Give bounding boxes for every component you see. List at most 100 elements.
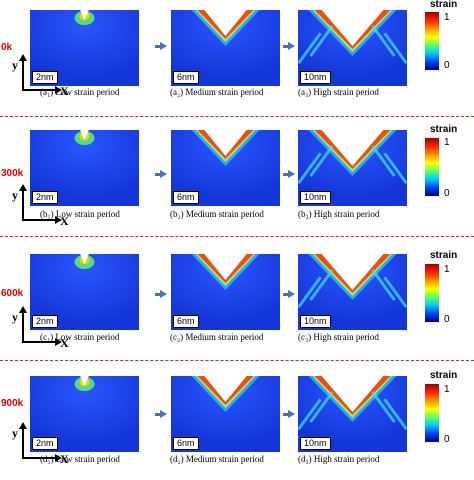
colorbar bbox=[425, 12, 439, 70]
row-separator bbox=[0, 236, 474, 237]
colorbar-min: 0 bbox=[444, 60, 450, 71]
x-axis-line bbox=[22, 341, 56, 343]
x-axis-label: X bbox=[60, 452, 69, 466]
row-separator bbox=[0, 116, 474, 117]
strain-field-image bbox=[30, 370, 139, 452]
panel-low-strain: 2nm bbox=[30, 4, 139, 86]
progression-arrow-icon bbox=[283, 410, 295, 418]
panel-medium-strain: 6nm bbox=[171, 370, 280, 452]
row-separator bbox=[0, 360, 474, 361]
y-axis-label: y bbox=[12, 310, 18, 324]
panel-high-strain: 10nm bbox=[298, 4, 407, 86]
strain-field-image bbox=[30, 124, 139, 206]
panel-caption: (b₁) Low strain period bbox=[40, 209, 120, 219]
temperature-label: 900k bbox=[1, 398, 24, 409]
colorbar-max: 1 bbox=[444, 264, 450, 275]
colorbar-title: strain bbox=[430, 0, 458, 10]
progression-arrow-icon bbox=[283, 290, 295, 298]
strain-field-image bbox=[298, 248, 407, 330]
strain-field-image bbox=[298, 370, 407, 452]
progression-arrow-icon bbox=[155, 290, 167, 298]
x-axis-label: X bbox=[60, 336, 69, 350]
row-0k: 0k y X 2nm (a₁) Low strain period 6nm (a… bbox=[0, 0, 474, 118]
axis-indicator: y X bbox=[12, 184, 69, 228]
colorbar-max: 1 bbox=[444, 12, 450, 23]
y-axis-line bbox=[22, 190, 24, 220]
colorbar-max: 1 bbox=[444, 384, 450, 395]
colorbar-title: strain bbox=[430, 124, 458, 135]
colorbar bbox=[425, 264, 439, 322]
panel-low-strain: 2nm bbox=[30, 124, 139, 206]
colorbar-title: strain bbox=[430, 370, 458, 381]
progression-arrow-icon bbox=[283, 42, 295, 50]
scale-bar: 10nm bbox=[300, 437, 331, 450]
axis-indicator: y X bbox=[12, 422, 69, 466]
x-arrow-head bbox=[55, 338, 62, 346]
y-arrow-head bbox=[19, 306, 27, 313]
panel-caption: (c₁) Low strain period bbox=[40, 332, 120, 342]
colorbar-min: 0 bbox=[444, 314, 450, 325]
panel-caption: (d₃) High strain period bbox=[298, 454, 380, 464]
colorbar-title: strain bbox=[430, 250, 458, 261]
panel-low-strain: 2nm bbox=[30, 248, 139, 330]
strain-field-image bbox=[171, 4, 280, 86]
x-arrow-head bbox=[55, 86, 62, 94]
scale-bar: 10nm bbox=[300, 315, 331, 328]
panel-caption: (d₂) Medium strain period bbox=[170, 454, 264, 464]
y-axis-line bbox=[22, 312, 24, 342]
panel-caption: (b₃) High strain period bbox=[298, 209, 380, 219]
colorbar bbox=[425, 138, 439, 196]
scale-bar: 2nm bbox=[32, 437, 58, 450]
panel-high-strain: 10nm bbox=[298, 124, 407, 206]
strain-field-image bbox=[30, 4, 139, 86]
panel-high-strain: 10nm bbox=[298, 248, 407, 330]
x-axis-line bbox=[22, 457, 56, 459]
scale-bar: 2nm bbox=[32, 315, 58, 328]
row-300k: 300k y X 2nm (b₁) Low strain period 6nm … bbox=[0, 120, 474, 238]
y-arrow-head bbox=[19, 54, 27, 61]
y-axis-line bbox=[22, 428, 24, 458]
scale-bar: 6nm bbox=[173, 191, 199, 204]
panel-low-strain: 2nm bbox=[30, 370, 139, 452]
panel-caption: (c₃) High strain period bbox=[298, 332, 379, 342]
axis-indicator: y X bbox=[12, 54, 69, 98]
panel-caption: (b₂) Medium strain period bbox=[170, 209, 264, 219]
panel-medium-strain: 6nm bbox=[171, 248, 280, 330]
x-axis-label: X bbox=[60, 214, 69, 228]
panel-medium-strain: 6nm bbox=[171, 4, 280, 86]
colorbar bbox=[425, 384, 439, 442]
y-axis-line bbox=[22, 60, 24, 90]
scale-bar: 6nm bbox=[173, 71, 199, 84]
scale-bar: 10nm bbox=[300, 191, 331, 204]
progression-arrow-icon bbox=[155, 42, 167, 50]
panel-caption: (a₁) Low strain period bbox=[40, 87, 120, 97]
panel-caption: (d₁) Low strain period bbox=[40, 454, 120, 464]
progression-arrow-icon bbox=[155, 410, 167, 418]
temperature-label: 0k bbox=[1, 42, 13, 53]
x-arrow-head bbox=[55, 216, 62, 224]
temperature-label: 600k bbox=[1, 288, 24, 299]
panel-caption: (a₃) High strain period bbox=[298, 87, 379, 97]
x-arrow-head bbox=[55, 454, 62, 462]
y-arrow-head bbox=[19, 422, 27, 429]
x-axis-line bbox=[22, 89, 56, 91]
panel-caption: (a₂) Medium strain period bbox=[170, 87, 264, 97]
temperature-label: 300k bbox=[1, 168, 24, 179]
scale-bar: 10nm bbox=[300, 71, 331, 84]
colorbar-min: 0 bbox=[444, 188, 450, 199]
colorbar-min: 0 bbox=[444, 434, 450, 445]
y-axis-label: y bbox=[12, 188, 18, 202]
y-axis-label: y bbox=[12, 426, 18, 440]
y-axis-label: y bbox=[12, 58, 18, 72]
progression-arrow-icon bbox=[155, 170, 167, 178]
panel-caption: (c₂) Medium strain period bbox=[170, 332, 264, 342]
strain-field-image bbox=[171, 370, 280, 452]
strain-field-image bbox=[298, 124, 407, 206]
strain-field-image bbox=[30, 248, 139, 330]
progression-arrow-icon bbox=[283, 170, 295, 178]
scale-bar: 6nm bbox=[173, 315, 199, 328]
scale-bar: 2nm bbox=[32, 191, 58, 204]
panel-medium-strain: 6nm bbox=[171, 124, 280, 206]
scale-bar: 2nm bbox=[32, 71, 58, 84]
